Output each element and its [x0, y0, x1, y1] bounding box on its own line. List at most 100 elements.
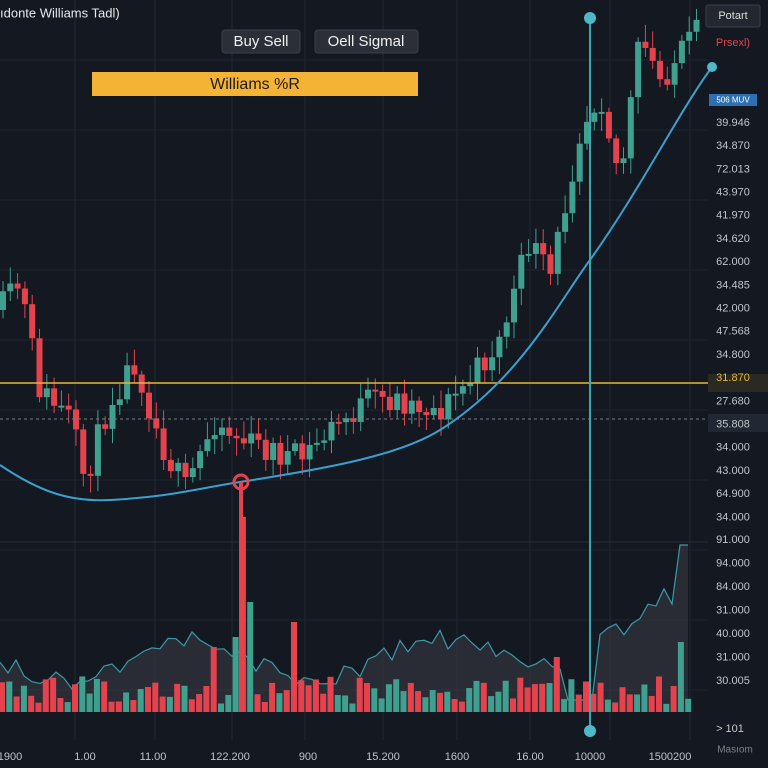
candle-body: [204, 439, 211, 452]
volume-bar: [305, 685, 312, 712]
level-tag: [708, 414, 768, 432]
candle-body: [438, 408, 444, 420]
volume-bar: [320, 693, 327, 712]
volume-bar: [583, 681, 589, 712]
price-axis-label: 42.000: [716, 303, 750, 315]
candle-body: [445, 394, 452, 420]
volume-bar: [334, 695, 341, 712]
price-axis-label: 72.013: [716, 163, 750, 175]
volume-bar: [64, 702, 71, 712]
candle-body: [379, 390, 386, 397]
candle-body: [657, 60, 663, 80]
candle-body: [167, 460, 174, 472]
volume-bar: [261, 702, 268, 712]
candle-body: [664, 79, 671, 85]
volume-bar: [656, 676, 662, 712]
candle-body: [109, 404, 116, 429]
candle-body: [299, 443, 306, 460]
volume-bar: [232, 637, 239, 712]
volume-bar: [429, 690, 436, 712]
candle-body: [0, 291, 6, 310]
price-axis-label: 34.000: [716, 442, 750, 454]
signal-marker[interactable]: [232, 473, 250, 491]
volume-bar: [677, 642, 684, 712]
candle-body: [21, 288, 28, 305]
volume-bar: [101, 681, 108, 712]
volume-bar: [400, 691, 407, 712]
x-axis-label: 15.200: [366, 751, 400, 763]
candle-body: [576, 143, 583, 182]
volume-bar: [364, 682, 370, 712]
candle-body: [408, 400, 415, 414]
volume-bar: [291, 622, 297, 712]
price-axis-label: 34.485: [716, 279, 750, 291]
volume-bar: [93, 678, 100, 712]
candle-body: [36, 338, 43, 398]
candle-body: [313, 442, 320, 445]
candle-body: [43, 388, 50, 398]
price-tag-label: 506 MUV: [716, 96, 750, 105]
candle-body: [182, 462, 189, 478]
candle-body: [248, 433, 255, 444]
cursor-dot-top: [584, 12, 596, 24]
candle-body: [73, 409, 79, 430]
volume-bar: [531, 684, 538, 712]
volume-bar: [626, 694, 633, 712]
volume-bar: [218, 703, 224, 712]
x-axis-label: 10000: [575, 751, 606, 763]
cursor-dot-bottom: [584, 725, 596, 737]
candle-body: [277, 442, 284, 465]
candle-body: [423, 412, 430, 416]
sell-signal-button[interactable]: [314, 29, 419, 54]
volume-bar: [612, 702, 619, 712]
volume-bar: [561, 699, 568, 712]
volume-bar: [312, 679, 319, 712]
candle-body: [14, 283, 21, 289]
candle-body: [226, 427, 233, 436]
candle-body: [540, 243, 547, 255]
volume-bar: [648, 695, 655, 712]
buy-sell-button[interactable]: [221, 29, 301, 54]
candle-body: [591, 112, 598, 122]
volume-bar: [604, 699, 611, 712]
candle-body: [693, 19, 700, 32]
volume-bar: [371, 688, 378, 712]
candle-body: [357, 398, 364, 422]
candle-body: [240, 438, 247, 444]
volume-bar: [247, 602, 254, 712]
candle-body: [153, 418, 160, 429]
top-right-button[interactable]: [705, 4, 761, 28]
candle-body: [211, 435, 218, 440]
candle-body: [627, 97, 634, 159]
candle-body: [7, 283, 14, 292]
x-axis-label: 1600: [445, 751, 469, 763]
candle-body: [386, 396, 393, 411]
volume-bar: [437, 692, 443, 712]
volume-bar: [276, 693, 283, 712]
volume-bar: [20, 685, 27, 712]
candle-body: [335, 421, 342, 424]
volume-bar: [72, 684, 78, 712]
candle-body: [343, 418, 350, 423]
volume-bar: [130, 700, 137, 712]
volume-bar: [480, 682, 487, 712]
candle-body: [467, 382, 474, 387]
button-label: Buy Sell: [233, 33, 288, 50]
candle-body: [678, 40, 685, 64]
candle-body: [292, 443, 298, 452]
candle-body: [401, 393, 408, 414]
volume-bar: [203, 685, 210, 712]
candle-body: [503, 322, 510, 337]
candle-body: [65, 405, 72, 410]
volume-bar: [50, 677, 57, 712]
volume-bar: [510, 698, 516, 712]
candle-body: [321, 440, 328, 443]
x-axis-label: 900: [299, 751, 317, 763]
chart-title: ıdonte Williams Tadl): [0, 5, 120, 20]
candle-body: [197, 451, 204, 469]
candle-body: [452, 393, 459, 396]
candle-body: [80, 429, 87, 474]
candle-body: [562, 213, 569, 232]
candle-body: [649, 47, 656, 61]
